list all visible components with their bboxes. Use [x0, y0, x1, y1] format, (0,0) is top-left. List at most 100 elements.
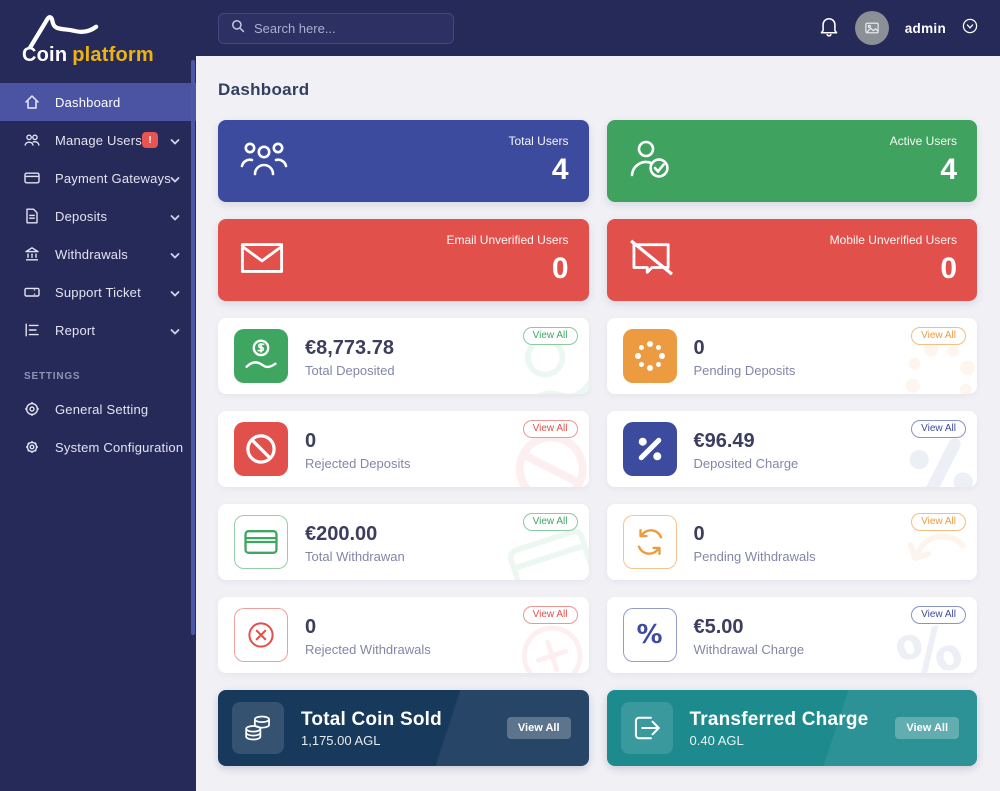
sidebar-item-label: Dashboard — [55, 94, 121, 110]
card-label: Rejected Withdrawals — [305, 641, 431, 657]
stat-label: Total Users — [508, 133, 569, 148]
card-pending-deposits[interactable]: View All 0 Pending Deposits — [606, 318, 977, 394]
sidebar-nav: Dashboard Manage Users ! Payment Gateway… — [0, 83, 196, 466]
message-slash-icon — [629, 239, 675, 282]
home-icon — [24, 94, 40, 110]
user-check-icon — [629, 139, 673, 184]
view-all-button[interactable]: View All — [522, 327, 578, 345]
app-logo[interactable]: Coin platform — [0, 0, 196, 77]
promo-subtitle: 1,175.00 AGL — [301, 732, 381, 748]
file-invoice-icon — [24, 208, 40, 224]
logo-text: Coin platform — [22, 44, 196, 67]
stat-label: Active Users — [889, 133, 957, 148]
stat-card-email-unverified[interactable]: Email Unverified Users 0 — [218, 219, 589, 301]
list-icon — [24, 322, 40, 338]
promo-title: Total Coin Sold — [301, 708, 442, 730]
sidebar-item-manage-users[interactable]: Manage Users ! — [0, 121, 196, 159]
view-all-button[interactable]: View All — [911, 327, 966, 345]
view-all-button[interactable]: View All — [522, 513, 578, 531]
sidebar: Coin platform Dashboard Manage Users ! Pa… — [0, 0, 196, 791]
card-amount: €5.00 — [693, 615, 744, 638]
promo-title: Transferred Charge — [689, 708, 869, 730]
card-amount: €96.49 — [693, 429, 755, 452]
spinner-dots-icon — [622, 329, 677, 383]
card-withdrawal-charge[interactable]: View All % €5.00 Withdrawal Charge % — [606, 597, 977, 673]
users-icon — [240, 140, 288, 183]
bell-icon[interactable] — [819, 15, 839, 42]
sidebar-item-label: Payment Gateways — [55, 170, 171, 186]
username[interactable]: admin — [904, 20, 946, 36]
sidebar-item-report[interactable]: Report — [0, 311, 196, 349]
bank-icon — [24, 246, 40, 262]
stat-value: 0 — [940, 251, 957, 285]
view-all-button[interactable]: View All — [911, 420, 966, 438]
search-input[interactable] — [254, 20, 441, 36]
sidebar-item-dashboard[interactable]: Dashboard — [0, 83, 196, 121]
card-rejected-deposits[interactable]: View All 0 Rejected Deposits — [218, 411, 589, 487]
search-box[interactable] — [218, 12, 454, 44]
transfer-icon — [620, 702, 673, 754]
envelope-icon — [240, 241, 284, 280]
sidebar-item-general-setting[interactable]: General Setting — [0, 390, 196, 428]
stat-value: 4 — [551, 152, 569, 186]
topbar: admin — [196, 0, 1000, 56]
stat-label: Email Unverified Users — [446, 232, 569, 247]
view-all-button[interactable]: View All — [506, 717, 571, 739]
sidebar-item-label: Support Ticket — [55, 284, 141, 300]
chevron-down-icon — [170, 135, 180, 150]
card-total-deposited[interactable]: View All €8,773.78 Total Deposited — [218, 318, 589, 394]
sidebar-item-support-ticket[interactable]: Support Ticket — [0, 273, 196, 311]
promo-card-total-coin-sold[interactable]: Total Coin Sold 1,175.00 AGL View All — [218, 690, 589, 766]
sidebar-item-system-configuration[interactable]: System Configuration — [0, 428, 196, 466]
card-deposited-charge[interactable]: View All €96.49 Deposited Charge — [606, 411, 977, 487]
promo-card-transferred-charge[interactable]: Transferred Charge 0.40 AGL View All — [606, 690, 977, 766]
credit-card-icon — [24, 170, 40, 186]
logo-swoosh-icon — [27, 15, 99, 48]
avatar[interactable] — [854, 11, 889, 45]
card-pending-withdrawals[interactable]: View All 0 Pending Withdrawals — [606, 504, 977, 580]
card-total-withdrawan[interactable]: View All €200.00 Total Withdrawan — [218, 504, 589, 580]
settings-wheel-icon — [24, 401, 40, 417]
view-all-button[interactable]: View All — [911, 513, 966, 531]
sidebar-item-withdrawals[interactable]: Withdrawals — [0, 235, 196, 273]
hand-dollar-icon — [234, 329, 288, 383]
stat-card-active-users[interactable]: Active Users 4 — [606, 120, 977, 202]
page-title: Dashboard — [218, 80, 310, 99]
chevron-down-icon — [170, 211, 180, 226]
sidebar-item-label: Deposits — [55, 208, 108, 224]
card-label: Total Deposited — [305, 362, 395, 378]
sidebar-item-label: System Configuration — [55, 439, 184, 455]
gear-icon — [24, 439, 40, 455]
cards-grid: Total Users 4 Active Users 4 Email Unver… — [218, 120, 977, 766]
settings-section-label: SETTINGS — [24, 371, 81, 382]
card-label: Rejected Deposits — [305, 455, 411, 471]
alert-badge: ! — [142, 132, 158, 148]
card-label: Pending Withdrawals — [693, 548, 816, 564]
stat-card-total-users[interactable]: Total Users 4 — [218, 120, 589, 202]
card-label: Total Withdrawan — [305, 548, 405, 564]
sidebar-item-deposits[interactable]: Deposits — [0, 197, 196, 235]
percent-glyph: % — [636, 620, 663, 650]
view-all-button[interactable]: View All — [522, 606, 578, 624]
stat-card-mobile-unverified[interactable]: Mobile Unverified Users 0 — [606, 219, 977, 301]
view-all-button[interactable]: View All — [895, 717, 959, 739]
card-rejected-withdrawals[interactable]: View All 0 Rejected Withdrawals — [218, 597, 589, 673]
view-all-button[interactable]: View All — [522, 420, 578, 438]
stat-value: 4 — [940, 152, 957, 186]
card-amount: €8,773.78 — [305, 336, 394, 359]
card-amount: 0 — [693, 522, 705, 545]
view-all-button[interactable]: View All — [911, 606, 966, 624]
card-amount: 0 — [305, 615, 317, 638]
main-content: Dashboard Total Users 4 Active Users 4 — [196, 56, 1000, 791]
sidebar-item-label: Withdrawals — [55, 246, 128, 262]
sidebar-item-payment-gateways[interactable]: Payment Gateways — [0, 159, 196, 197]
stat-value: 0 — [551, 251, 569, 285]
coins-icon — [232, 702, 284, 754]
card-label: Pending Deposits — [693, 362, 796, 378]
sidebar-item-label: Manage Users — [55, 132, 142, 148]
credit-card-icon — [234, 515, 288, 569]
user-menu-chevron-icon[interactable] — [962, 18, 978, 39]
search-icon — [231, 19, 245, 38]
sidebar-scrollbar[interactable] — [191, 60, 195, 635]
